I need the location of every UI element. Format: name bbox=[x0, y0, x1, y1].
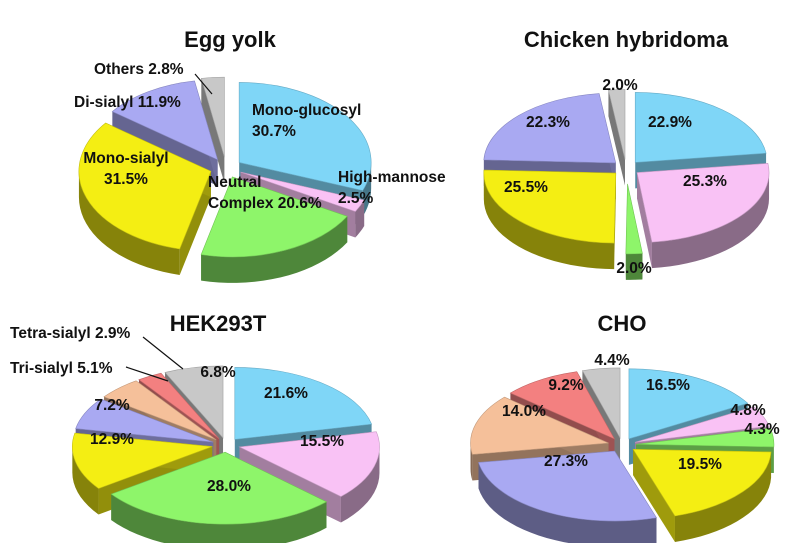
pie-slice-neutral-complex bbox=[635, 427, 775, 448]
pie-slice-others bbox=[608, 89, 626, 160]
slice-rim bbox=[72, 446, 99, 515]
data-label-others: 6.8% bbox=[200, 364, 236, 381]
data-label-tetra-sialyl: 9.2% bbox=[548, 377, 584, 394]
data-label-high-mannose: High-mannose 2.5% bbox=[338, 169, 446, 207]
data-label-di-sialyl: 22.3% bbox=[526, 114, 570, 131]
data-label-mono-sialyl: 12.9% bbox=[90, 431, 134, 448]
pie-slice-mono-glucosyl bbox=[238, 82, 372, 191]
pie-slice-tetra-sialyl bbox=[509, 371, 616, 440]
chart-title: HEK293T bbox=[170, 311, 267, 336]
leader-line bbox=[194, 73, 213, 95]
chart-title: Chicken hybridoma bbox=[524, 27, 729, 52]
pie-slice-di-sialyl bbox=[478, 450, 657, 522]
data-label-mono-glucosyl: Mono-glucosyl 30.7% bbox=[252, 102, 361, 140]
data-label-mono-sialyl: 25.5% bbox=[504, 179, 548, 196]
data-label-neutral-complex: Neutral Complex 20.6% bbox=[208, 174, 322, 212]
leader-line bbox=[125, 366, 169, 382]
slice-rim bbox=[78, 171, 180, 275]
pie-slice-di-sialyl bbox=[111, 80, 219, 161]
pie-slice-mono-glucosyl bbox=[234, 367, 373, 440]
pie-slice-di-sialyl bbox=[75, 398, 214, 443]
pie-slice-mono-glucosyl bbox=[628, 368, 749, 440]
data-label-others: 4.4% bbox=[594, 352, 630, 369]
data-labels: 21.6% 15.5% 28.0% 12.9% 7.2% Tri-sialyl 5.1% T… bbox=[10, 325, 344, 495]
data-labels: 22.9% 25.3% 2.0% 25.5% 22.3% 2.0% bbox=[504, 77, 727, 277]
slice-side-others bbox=[608, 90, 625, 186]
slice-rim bbox=[478, 462, 657, 543]
slice-rim bbox=[340, 446, 380, 523]
data-label-tri-sialyl: Tri-sialyl 5.1% bbox=[10, 360, 113, 377]
slice-tops bbox=[72, 365, 380, 525]
chart-title: CHO bbox=[598, 311, 647, 336]
data-label-mono-sialyl: Mono-sialyl 31.5% bbox=[83, 150, 168, 188]
slice-rim bbox=[470, 443, 473, 481]
slice-tops bbox=[78, 76, 372, 258]
data-label-di-sialyl: 7.2% bbox=[94, 397, 130, 414]
data-label-mono-glucosyl: 16.5% bbox=[646, 377, 690, 394]
data-label-di-sialyl: Di-sialyl 11.9% bbox=[74, 94, 181, 111]
data-labels: 16.5% 4.8% 4.3% 19.5% 27.3% 14.0%9.2% 4.4% bbox=[502, 352, 780, 473]
data-label-tri-sialyl: 14.0% bbox=[502, 403, 546, 420]
pie-chart-cho: CHO 16.5% 4.8% 4.3% 19.5% 27.3% 14.0%9.2% 4.4% bbox=[470, 311, 780, 543]
data-label-high-mannose: 4.8% bbox=[730, 402, 766, 419]
data-label-high-mannose: 25.3% bbox=[683, 173, 727, 190]
data-label-mono-glucosyl: 22.9% bbox=[648, 114, 692, 131]
slice-rim bbox=[111, 494, 327, 543]
data-label-high-mannose: 15.5% bbox=[300, 433, 344, 450]
data-label-others: 2.0% bbox=[602, 77, 638, 94]
pie-slice-tri-sialyl bbox=[103, 380, 217, 441]
pie-slice-neutral-complex bbox=[110, 451, 328, 525]
pie-slice-high-mannose bbox=[238, 431, 380, 497]
pie-slice-neutral-complex bbox=[200, 176, 348, 258]
pie-slice-tri-sialyl bbox=[470, 396, 609, 455]
slice-rim bbox=[201, 216, 348, 283]
slice-rim bbox=[674, 451, 772, 543]
data-label-neutral-complex: 28.0% bbox=[207, 478, 251, 495]
pie-slice-neutral-complex bbox=[625, 183, 643, 255]
pie-slice-mono-sialyl bbox=[632, 448, 772, 517]
slice-tops bbox=[483, 89, 770, 255]
chart-title: Egg yolk bbox=[184, 27, 276, 52]
pie-slice-mono-sialyl bbox=[78, 122, 212, 250]
data-label-mono-glucosyl: 21.6% bbox=[264, 385, 308, 402]
data-labels: Mono-glucosyl 30.7% High-mannose 2.5% Neutra… bbox=[74, 61, 446, 212]
data-label-mono-sialyl: 19.5% bbox=[678, 456, 722, 473]
slice-wall bbox=[201, 78, 225, 184]
pie-chart-egg-yolk: Egg yolk Mono-glucosyl 30.7% High-mannose 2… bbox=[74, 27, 446, 283]
data-label-others: Others 2.8% bbox=[94, 61, 184, 78]
slice-rim bbox=[651, 172, 770, 269]
pie-slice-mono-sialyl bbox=[72, 432, 213, 489]
pie-slice-di-sialyl bbox=[483, 93, 617, 164]
slice-wall bbox=[608, 90, 625, 186]
pie-slice-others bbox=[581, 367, 621, 440]
slice-wall bbox=[179, 171, 211, 275]
data-label-neutral-complex: 4.3% bbox=[744, 421, 780, 438]
leader-line bbox=[142, 336, 184, 370]
pie-chart-chicken-hybridoma: Chicken hybridoma 22.9%25.3%2.0%25.5%22.… bbox=[483, 27, 770, 280]
data-label-tetra-sialyl: Tetra-sialyl 2.9% bbox=[10, 325, 131, 342]
slice-wall bbox=[633, 449, 675, 543]
pie-chart-hek293t: HEK293T 21.6% 15.5% 28.0% 12.9% 7.2% Tri-sial… bbox=[10, 311, 380, 543]
pie-slice-tetra-sialyl bbox=[138, 372, 220, 439]
slice-rim bbox=[362, 162, 372, 217]
pie-slice-high-mannose bbox=[240, 171, 365, 212]
slice-rim bbox=[625, 253, 643, 280]
pie-slice-high-mannose bbox=[634, 406, 770, 443]
pie-slice-mono-glucosyl bbox=[634, 92, 767, 163]
pie-slice-others bbox=[164, 365, 224, 439]
pie-slice-mono-sialyl bbox=[483, 169, 617, 244]
slice-tops bbox=[470, 367, 775, 522]
data-label-di-sialyl: 27.3% bbox=[544, 453, 588, 470]
slice-wall bbox=[637, 172, 652, 269]
pie-slice-high-mannose bbox=[636, 163, 770, 243]
data-label-neutral-complex: 2.0% bbox=[616, 260, 652, 277]
slice-side-others bbox=[201, 78, 225, 184]
slice-rim bbox=[483, 173, 615, 270]
pie-slice-others bbox=[200, 76, 225, 158]
